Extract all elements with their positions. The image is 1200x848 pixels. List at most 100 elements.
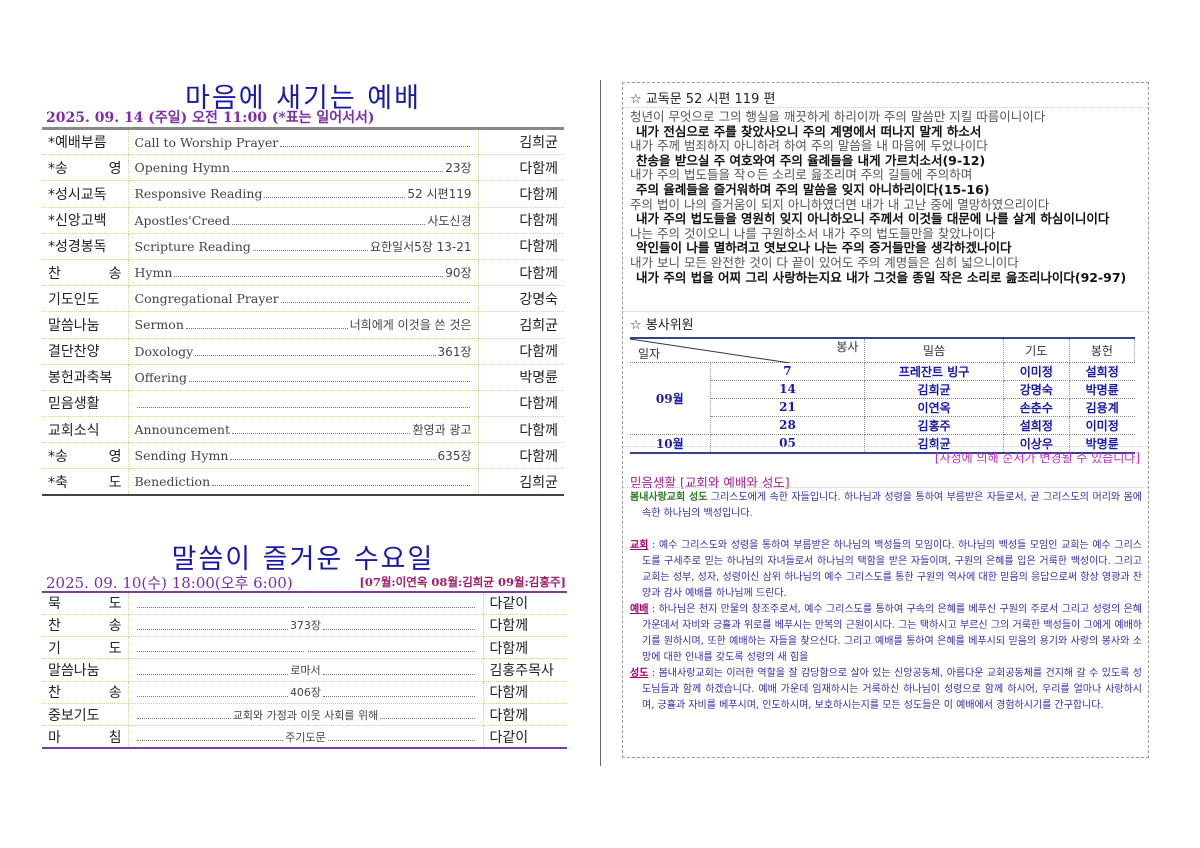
divider (623, 311, 1148, 312)
order-detail: 환영과 광고 (412, 423, 472, 438)
order-label: 찬 송 (42, 259, 129, 287)
order-english: Announcement (134, 422, 230, 438)
word-cell: 이연옥 (864, 398, 1004, 417)
leader-dots (252, 242, 368, 251)
order-person: 다함께 (478, 390, 564, 418)
faith-item: 예배 : 하나님은 천지 만물의 창조주로서, 예수 그리스도를 통하여 구속의… (630, 602, 1142, 666)
order-row: 기 도 다함께 (42, 636, 567, 660)
order-row: *축 도 Benediction 김희균 (42, 468, 564, 496)
order-label: *송 영 (42, 442, 129, 470)
order-row: 말씀나눔 Sermon 너희에게 이것을 쓴 것은 김희균 (42, 311, 564, 339)
corner-top-label: 봉사 (836, 340, 859, 354)
order-label: 말씀나눔 (42, 658, 129, 682)
order-detail: 52 시편119 (407, 187, 472, 202)
order-english: Responsive Reading (134, 186, 263, 202)
wednesday-leaders: [07월:이연옥 08월:김희균 09월:김홍주] (359, 575, 566, 589)
prayer-cell: 강명숙 (1003, 380, 1070, 399)
leader-dots (323, 621, 475, 630)
word-cell: 프레잔트 빙구 (864, 362, 1004, 381)
order-row: 마 침 주기도문 다같이 (42, 725, 567, 749)
order-english: Benediction (134, 474, 211, 490)
leader-dots (136, 710, 231, 720)
order-label: *축 도 (42, 468, 129, 496)
order-detail: 406장 (289, 686, 322, 700)
leader-dots (195, 347, 436, 356)
volunteer-row: 09월 7 프레잔트 빙구 이미정 설희정 (630, 362, 1135, 435)
leader-dots (174, 268, 444, 278)
order-english: Sermon (134, 317, 184, 333)
offering-cell: 김용계 (1069, 398, 1135, 417)
faith-text: : 봄내사랑교회는 이러한 역할을 잘 감당함으로 살아 있는 신앙공동체, 아… (642, 668, 1142, 711)
order-english: Doxology (134, 343, 194, 359)
leader-dots (231, 425, 411, 435)
reading-line-leader: 내가 보니 모든 완전한 것이 다 끝이 있어도 주의 계명들은 심히 넓으니이… (630, 254, 1019, 270)
faith-item: 성도 : 봄내사랑교회는 이러한 역할을 잘 감당함으로 살아 있는 신앙공동체… (630, 666, 1142, 714)
order-english: Scripture Reading (134, 238, 251, 254)
volunteers-table: 봉사 일자 밀씀 기도 봉헌 09월 7 프레잔트 빙구 이미정 설희정 14 김희… (630, 337, 1136, 454)
page-divider (600, 80, 601, 766)
prayer-cell: 설희정 (1003, 416, 1070, 435)
word-cell: 김희균 (864, 434, 1004, 453)
col-word: 밀씀 (864, 338, 1004, 363)
day-cell: 7 (710, 362, 866, 381)
reading-header: ☆ 교독문 52 시편 119 편 (630, 92, 776, 107)
word-cell: 김홍주 (864, 416, 1004, 435)
day-cell: 14 (710, 380, 866, 399)
faith-section: 봄내사랑교회 성도 그리스도에게 속한 자들입니다. 하나님과 성령을 통하여 … (630, 490, 1142, 714)
order-person: 김홍주목사 (483, 658, 567, 682)
order-person: 다함께 (478, 338, 564, 365)
order-row: 봉헌과축복 Offering 박명륜 (42, 364, 564, 391)
order-label: *성시교독 (42, 180, 129, 208)
order-detail: 사도신경 (427, 213, 472, 228)
order-person: 다같이 (483, 592, 567, 615)
leader-dots (264, 189, 406, 199)
intro-text: 그리스도에게 속한 자들입니다. 하나님과 성령을 통하여 부름받은 자들로서,… (642, 492, 1142, 519)
reading-line-congregation: 주의 율례들을 즐거워하며 주의 말씀을 잊지 아니하리이다(15-16) (636, 181, 990, 197)
order-person: 다함께 (483, 681, 567, 704)
intro-keyword: 봄내사랑교회 성도 (630, 492, 708, 503)
order-detail: 23장 (445, 161, 472, 176)
faith-keyword: 성도 (630, 668, 649, 679)
order-detail: 주기도문 (285, 730, 326, 744)
order-label: 교회소식 (42, 416, 129, 444)
order-detail: 교회와 가정과 이웃 사회를 위해 (232, 708, 379, 722)
order-label: 기도인도 (42, 285, 129, 313)
reading-line-congregation: 내가 전심으로 주를 찾았사오니 주의 계명에서 떠나지 말게 하소서 (636, 123, 982, 139)
leader-dots (230, 451, 436, 461)
leader-dots (380, 710, 475, 720)
order-label: 봉헌과축복 (42, 364, 129, 391)
order-row: 교회소식 Announcement 환영과 광고 다함께 (42, 416, 564, 444)
leader-dots (212, 477, 470, 487)
order-detail: 361장 (437, 344, 472, 359)
volunteer-row: 21 이연옥 손춘수 김용계 (630, 398, 1135, 417)
col-prayer: 기도 (1003, 338, 1070, 363)
order-person: 다함께 (478, 416, 564, 444)
order-person: 김희균 (478, 311, 564, 339)
leader-dots (327, 732, 475, 742)
order-person: 다함께 (478, 207, 564, 234)
wednesday-title: 말씀이 즐거운 수요일 (171, 544, 435, 575)
prayer-cell: 이상우 (1003, 434, 1070, 453)
order-label: 찬 송 (42, 614, 129, 638)
order-english: Sending Hymn (134, 448, 229, 464)
order-label: 믿음생활 (42, 390, 129, 418)
offering-cell: 박명륜 (1069, 434, 1135, 453)
order-row: 묵 도 다같이 (42, 592, 567, 615)
order-person: 김희균 (478, 128, 564, 156)
leader-dots (307, 643, 475, 653)
month-cell: 10월 (630, 434, 711, 453)
reading-line-leader: 내가 주의 법도들을 작ㅇ든 소리로 읊조리며 주의 길들에 주의하며 (630, 167, 973, 183)
order-english: Apostles'Creed (134, 212, 231, 228)
order-label: 마 침 (42, 725, 129, 749)
order-label: 중보기도 (42, 703, 129, 727)
divider (623, 107, 1148, 108)
divider (623, 487, 1148, 488)
order-row: 기도인도 Congregational Prayer 강명숙 (42, 285, 564, 313)
faith-intro: 봄내사랑교회 성도 그리스도에게 속한 자들입니다. 하나님과 성령을 통하여 … (630, 490, 1142, 522)
order-detail: 373장 (289, 619, 322, 633)
divider (623, 446, 1148, 447)
order-row: 믿음생활 다함께 (42, 390, 564, 418)
reading-line-congregation: 내가 주의 법도들을 영원히 잊지 아니하오니 주께서 이것들 대문에 나를 살… (636, 211, 1110, 227)
leader-dots (136, 688, 288, 697)
day-cell: 21 (710, 398, 866, 417)
